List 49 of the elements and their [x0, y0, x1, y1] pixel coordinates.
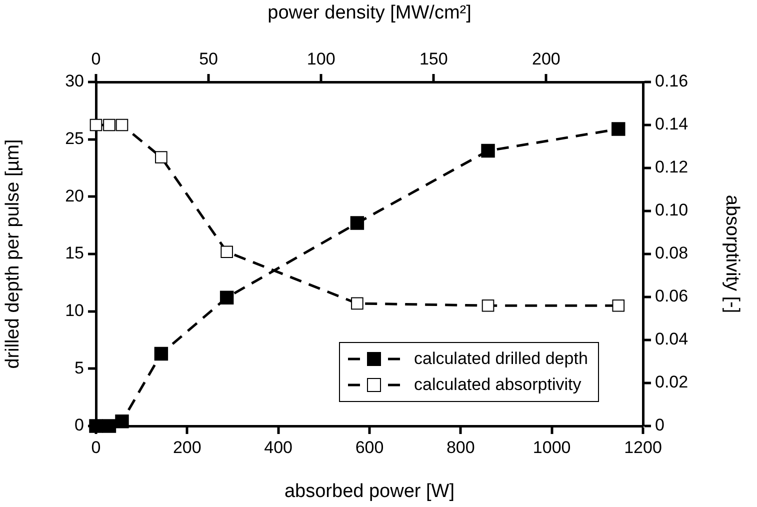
point [102, 419, 116, 433]
x2-tick-label: 200 [532, 49, 560, 68]
y-tick-label: 20 [65, 186, 84, 206]
point [612, 122, 626, 136]
y2-tick-label: 0.08 [655, 244, 688, 263]
x2-tick-label: 50 [199, 49, 218, 68]
legend-label: calculated absorptivity [414, 374, 582, 396]
point [350, 216, 364, 230]
x2-tick-label: 0 [91, 49, 101, 68]
y2-tick-label: 0.02 [655, 372, 688, 392]
point [220, 246, 233, 258]
point [90, 118, 102, 132]
y2-tick-label: 0.04 [655, 330, 688, 349]
y-tick-label: 15 [65, 244, 84, 263]
y-tick-label: 10 [65, 301, 84, 320]
x2-tick-label: 150 [419, 49, 448, 68]
point [154, 346, 168, 361]
y2-tick-label: 0 [655, 416, 664, 435]
y2-tick-label: 0.16 [655, 72, 688, 91]
y-tick-label: 5 [74, 358, 84, 378]
y2-tick-label: 0.06 [655, 286, 688, 306]
x2-tick-label: 100 [306, 49, 336, 68]
x-tick-label: 800 [446, 438, 475, 457]
point [103, 118, 116, 132]
point [155, 151, 168, 164]
y-tick-label: 25 [65, 129, 84, 148]
point [116, 118, 128, 132]
point [481, 144, 495, 158]
x2-axis-title: power density [MW/cm²] [268, 2, 472, 24]
point [220, 290, 234, 304]
y2-axis-title: absorptivity [-] [721, 194, 742, 314]
point [115, 414, 129, 428]
point [351, 297, 364, 310]
y-axis-title: drilled depth per pulse [µm] [2, 139, 24, 369]
point [482, 299, 494, 312]
x-tick-label: 1000 [532, 438, 571, 457]
y-tick-label: 30 [65, 72, 84, 91]
y2-tick-label: 0.10 [655, 200, 688, 220]
x-tick-label: 600 [355, 438, 384, 457]
y-tick-label: 0 [74, 416, 84, 435]
y2-tick-label: 0.12 [655, 158, 688, 177]
y2-tick-label: 0.14 [655, 114, 688, 134]
x-tick-label: 200 [172, 438, 202, 457]
point [612, 299, 625, 312]
x-tick-label: 1200 [624, 438, 662, 457]
x-tick-label: 0 [91, 438, 101, 457]
x-tick-label: 400 [264, 438, 293, 457]
x-axis-title: absorbed power [W] [284, 480, 455, 502]
legend-label: calculated drilled depth [414, 348, 588, 370]
